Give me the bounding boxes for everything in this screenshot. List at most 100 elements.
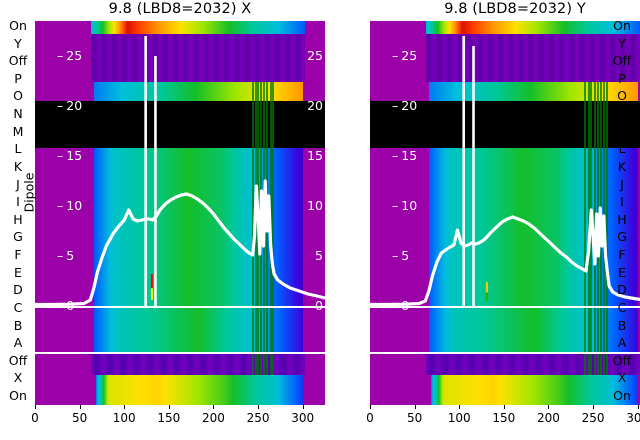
- category-tick-label: O: [617, 88, 627, 104]
- inner-tick-label: –15: [57, 148, 83, 163]
- category-tick-label: L: [14, 141, 22, 157]
- inner-tick-label: –5: [57, 248, 75, 263]
- category-tick-label: B: [617, 317, 627, 333]
- x-tick-mark: [370, 405, 371, 409]
- inner-tick-label: –0: [392, 298, 410, 313]
- category-tick-label: C: [617, 299, 627, 315]
- category-tick-label: H: [617, 211, 627, 227]
- x-tick-label: 200: [537, 411, 560, 425]
- inner-tick-label: –25: [57, 48, 83, 63]
- category-tick-label: G: [617, 229, 627, 245]
- category-tick-label: On: [613, 388, 631, 403]
- x-tick-label: 100: [112, 411, 136, 425]
- x-tick-mark: [79, 405, 81, 409]
- x-tick-mark: [414, 405, 416, 409]
- category-tick-label: B: [13, 317, 23, 333]
- category-tick-label: K: [617, 158, 627, 174]
- inner-tick-label: 10: [307, 198, 323, 213]
- panel-title-right: 9.8 (LBD8=2032) Y: [444, 1, 586, 17]
- inner-tick-label: –25: [392, 48, 418, 63]
- category-tick-label: A: [13, 335, 23, 351]
- category-tick-label: J: [16, 176, 20, 192]
- panel-title-left: 9.8 (LBD8=2032) X: [108, 1, 252, 17]
- category-tick-label: K: [13, 158, 23, 174]
- inner-tick-label: –20: [392, 98, 418, 113]
- y-axis-label: Dipole: [21, 172, 37, 213]
- x-tick-label: 300: [626, 411, 640, 425]
- x-tick-label: 100: [447, 411, 471, 425]
- category-tick-label: Off: [8, 53, 28, 69]
- category-tick-label: I: [16, 194, 20, 210]
- x-tick-mark: [35, 405, 36, 409]
- category-tick-label: On: [613, 18, 631, 33]
- x-tick-label: 150: [492, 411, 516, 425]
- x-tick-label: 0: [366, 411, 374, 425]
- category-tick-label: X: [13, 370, 23, 386]
- x-tick-mark: [258, 405, 260, 409]
- category-tick-label: Y: [14, 35, 22, 51]
- category-tick-label: J: [620, 176, 624, 192]
- category-tick-label: F: [618, 247, 626, 263]
- category-axis-left: On Y Off P O N M L K J I H G F E D C B A Off X On: [2, 18, 34, 405]
- inner-tick-label: –5: [392, 248, 410, 263]
- x-tick-label: 250: [246, 411, 270, 425]
- category-tick-label: E: [618, 264, 626, 280]
- category-tick-label: Off: [612, 53, 632, 69]
- category-tick-label: P: [618, 70, 626, 86]
- x-tick-mark: [302, 405, 304, 409]
- inner-tick-label: –20: [57, 98, 83, 113]
- category-tick-label: H: [13, 211, 23, 227]
- x-axis-left: 0 50 100 150 200 250 300: [31, 405, 325, 437]
- x-tick-mark: [213, 405, 215, 409]
- category-tick-label: I: [620, 194, 624, 210]
- category-tick-label: On: [9, 388, 27, 403]
- heatmap-panel-x[interactable]: –25 25 –20 20 –15 15 –10 10 –5 5 –0 0: [35, 21, 325, 405]
- inner-tick-label: –0: [57, 298, 75, 313]
- category-tick-label: E: [14, 264, 22, 280]
- x-tick-mark: [593, 405, 595, 409]
- inner-tick-label: –10: [392, 198, 418, 213]
- category-tick-label: Y: [618, 35, 626, 51]
- category-tick-label: D: [13, 282, 23, 298]
- category-tick-label: C: [13, 299, 23, 315]
- inner-tick-label: 5: [315, 248, 323, 263]
- profile-trace-y: [370, 36, 640, 307]
- x-tick-label: 250: [581, 411, 605, 425]
- category-tick-label: A: [617, 335, 627, 351]
- inner-tick-label: 0: [315, 298, 323, 313]
- inner-tick-labels-x: –25 25 –20 20 –15 15 –10 10 –5 5 –0 0: [35, 21, 325, 405]
- inner-tick-label: –15: [392, 148, 418, 163]
- category-tick-label: F: [14, 247, 22, 263]
- category-tick-label: M: [616, 123, 628, 139]
- category-tick-label: O: [13, 88, 23, 104]
- x-tick-label: 0: [31, 411, 39, 425]
- category-tick-label: G: [13, 229, 23, 245]
- category-tick-label: P: [14, 70, 22, 86]
- x-tick-mark: [168, 405, 170, 409]
- x-tick-label: 150: [157, 411, 181, 425]
- x-tick-mark: [124, 405, 126, 409]
- category-tick-label: N: [617, 106, 627, 122]
- x-tick-label: 50: [71, 411, 88, 425]
- category-tick-label: Off: [8, 352, 28, 368]
- inner-tick-label: 15: [307, 148, 323, 163]
- category-tick-label: M: [12, 123, 24, 139]
- inner-tick-label: –10: [57, 198, 83, 213]
- category-tick-label: On: [9, 18, 27, 33]
- x-tick-label: 50: [406, 411, 423, 425]
- inner-tick-label: 25: [307, 48, 323, 63]
- x-tick-mark: [548, 405, 550, 409]
- x-axis-right: 0 50 100 150 200 250 300: [366, 405, 640, 437]
- x-tick-label: 200: [202, 411, 225, 425]
- category-tick-label: N: [13, 106, 23, 122]
- category-tick-label: L: [618, 141, 626, 157]
- x-tick-mark: [503, 405, 505, 409]
- x-tick-mark: [459, 405, 461, 409]
- category-tick-label: X: [617, 370, 627, 386]
- category-tick-label: Off: [612, 352, 632, 368]
- category-tick-label: D: [617, 282, 627, 298]
- category-axis-right: On Y Off P O N M L K J I H G F E D C B A Off X On: [606, 18, 638, 405]
